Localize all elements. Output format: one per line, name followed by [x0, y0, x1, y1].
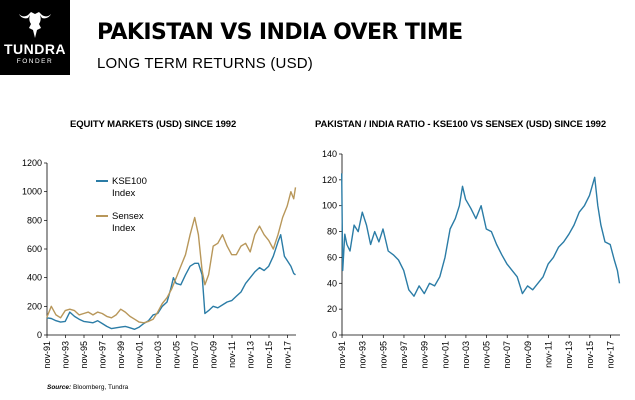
brand-logo: TUNDRA FONDER [0, 0, 70, 75]
x-tick-label: nov-05 [171, 341, 181, 369]
series-line-sensex [46, 187, 297, 324]
x-tick-label: nov-01 [134, 341, 144, 369]
source-note: Source: Bloomberg, Tundra [47, 384, 128, 391]
bull-icon [19, 12, 51, 38]
brand-name: TUNDRA [3, 41, 67, 57]
y-tick-label: 1200 [22, 158, 42, 168]
y-tick-label: 0 [37, 330, 42, 340]
x-tick-label: nov-95 [79, 341, 89, 369]
x-tick-label: nov-15 [264, 341, 274, 369]
legend-label-kse100: KSE100 [112, 176, 147, 187]
x-tick-label: nov-13 [245, 341, 255, 369]
y-tick-label: 200 [27, 301, 42, 311]
x-tick-label: nov-93 [60, 341, 70, 369]
page-subtitle: LONG TERM RETURNS (USD) [97, 55, 313, 72]
y-tick-label: 1000 [22, 187, 42, 197]
legend-label-kse100-line2: Index [112, 188, 135, 199]
x-tick-label: nov-91 [42, 341, 52, 369]
y-tick-label: 800 [27, 215, 42, 225]
y-tick-label: 600 [27, 244, 42, 254]
legend-label-sensex-line2: Index [112, 223, 135, 234]
x-tick-label: nov-97 [97, 341, 107, 369]
legend-label-sensex: Sensex [112, 211, 144, 222]
series-line-kse100 [46, 233, 296, 330]
page-title: PAKISTAN VS INDIA OVER TIME [97, 20, 463, 45]
x-tick-label: nov-09 [208, 341, 218, 369]
x-tick-label: nov-99 [116, 341, 126, 369]
ratio-chart-title: PAKISTAN / INDIA RATIO - KSE100 VS SENSE… [315, 119, 607, 130]
x-tick-label: nov-17 [282, 341, 292, 369]
x-tick-label: nov-03 [153, 341, 163, 369]
equity-chart-title: EQUITY MARKETS (USD) SINCE 1992 [70, 119, 237, 130]
source-label: Source: [47, 384, 72, 391]
x-tick-label: nov-07 [190, 341, 200, 369]
y-tick-label: 400 [27, 273, 42, 283]
x-tick-label: nov-11 [227, 341, 237, 368]
source-text: Bloomberg, Tundra [73, 384, 129, 391]
brand-subname: FONDER [16, 58, 54, 65]
